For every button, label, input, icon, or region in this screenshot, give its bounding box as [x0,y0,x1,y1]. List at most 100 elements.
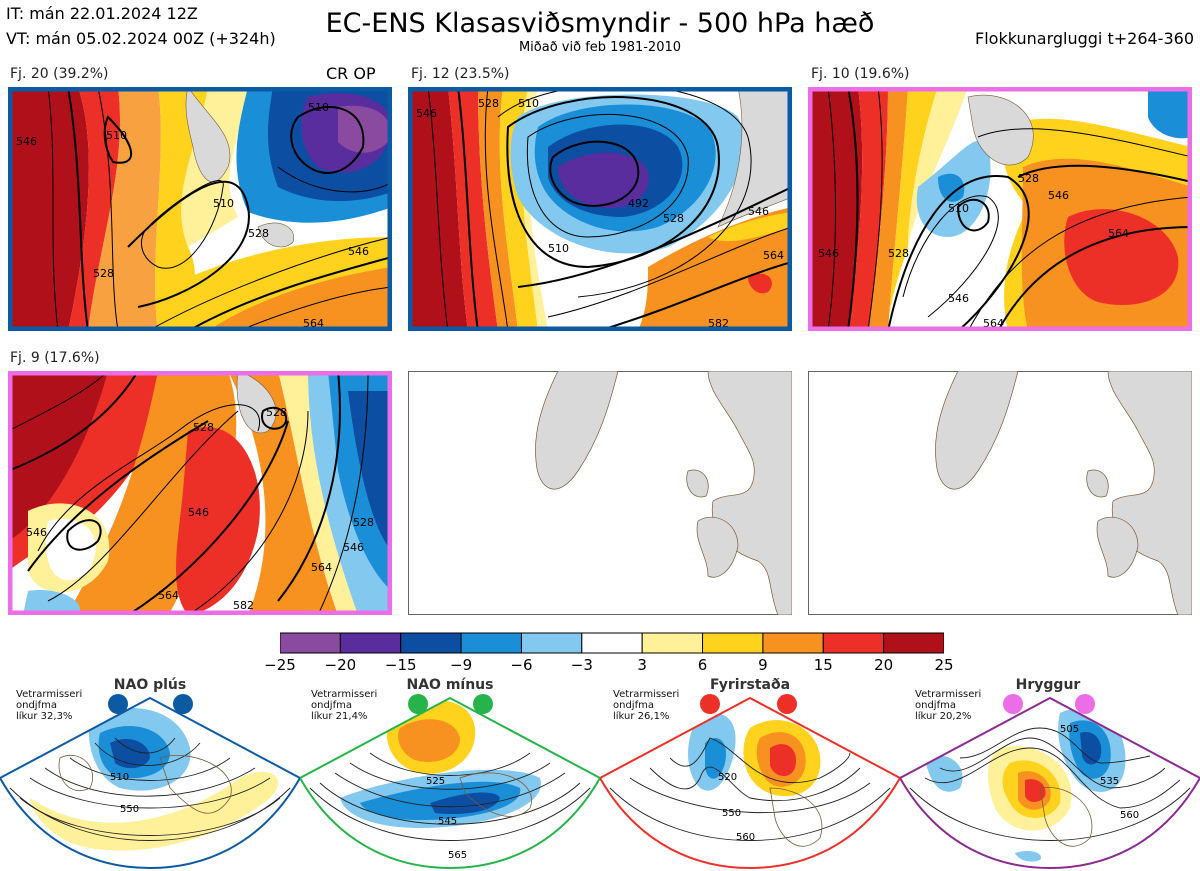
regime-marker [108,694,128,714]
contour-label: 528 [888,247,909,260]
contour-label: 550 [722,808,741,819]
colorbar-cell [581,632,643,654]
contour-label: 510 [106,129,127,142]
colorbar-tick-label: 3 [637,656,647,674]
regime-frame [8,371,392,615]
cluster-map-2: 546 528 492 510 528 546 564 582 510 [408,87,792,331]
regime-marker [1075,694,1095,714]
colorbar-tick-label: −9 [450,656,473,674]
colorbar-cell [460,632,522,654]
colorbar-tick-label: −20 [324,656,357,674]
contour-label: 510 [110,772,129,783]
colorbar-cell [280,632,341,654]
contour-label: 546 [818,247,839,260]
regime-note-ridge: Vetrarmisseri ondjfma líkur 20,2% [915,689,982,722]
contour-label: 564 [158,589,179,602]
contour-label: 546 [416,107,437,120]
contours [8,371,369,615]
colorbar-tick-label: 15 [813,656,833,674]
regime-marker [473,694,493,714]
colorbar-tick-label: 6 [697,656,708,674]
contour-label: 546 [343,541,364,554]
contour-label: 546 [26,526,47,539]
contour-label: 545 [438,816,457,827]
contour-label: 546 [1048,189,1069,202]
valid-time: VT: mán 05.02.2024 00Z (+324h) [6,29,276,48]
cluster-2-label: Fj. 12 (23.5%) [411,66,510,82]
regime-frame [808,87,1192,331]
regime-map-blocking: 520 550 560 [600,694,900,870]
contour-label: 528 [663,212,684,225]
cluster-4-label: Fj. 9 (17.6%) [10,350,100,366]
colorbar [280,632,944,654]
colorbar-cell [400,632,462,654]
cluster-3-label: Fj. 10 (19.6%) [811,66,910,82]
colorbar-cell [641,632,704,654]
regime-map-nao-plus: 510 550 [0,694,300,870]
contour-label: 520 [718,772,737,783]
contour-label: 565 [448,850,467,861]
contour-label: 546 [948,292,969,305]
contour-label: 505 [1060,724,1079,735]
contour-labels: 546 528 492 510 528 546 564 582 510 [416,97,784,330]
contours [427,87,792,331]
empty-map-1 [408,371,792,615]
contour-label: 560 [1120,810,1139,821]
contour-label: 582 [233,599,254,612]
contour-label: 525 [426,776,445,787]
contour-label: 510 [548,242,569,255]
contour-label: 535 [1100,776,1119,787]
regime-marker [700,694,720,714]
regime-frame [8,87,392,331]
colorbar-tick-label: −6 [510,656,533,674]
contour-label: 492 [628,197,649,210]
colorbar-cell [762,632,824,654]
regime-title-blocking: Fyrirstaða [709,677,791,693]
regime-note-nao-plus: Vetrarmisseri ondjfma líkur 32,3% [16,689,83,722]
contour-label: 528 [1018,172,1039,185]
contour-label: 528 [193,421,214,434]
contour-label: 546 [188,506,209,519]
empty-map-2 [808,371,1192,615]
colorbar-tick-label: 25 [934,656,954,674]
contour-label: 564 [763,249,784,262]
initial-time: IT: mán 22.01.2024 12Z [6,4,198,23]
contour-label: 528 [478,97,499,110]
contour-label: 564 [1108,227,1129,240]
contour-label: 528 [248,227,269,240]
cluster-1-tag: CR OP [326,64,376,83]
regime-title-nao-plus: NAO plús [113,677,187,693]
regime-marker [173,694,193,714]
contour-label: 528 [353,516,374,529]
colorbar-tick-label: −25 [264,656,296,674]
regime-note-nao-minus: Vetrarmisseri ondjfma líkur 21,4% [311,689,378,722]
colorbar-cell [702,632,764,654]
contour-label: 510 [948,202,969,215]
contour-label: 546 [748,205,769,218]
colorbar-cell [883,632,944,654]
clustering-window: Flokkunargluggi t+264-360 [975,29,1194,48]
contours [827,87,1192,331]
contour-label: 510 [213,197,234,210]
contour-label: 560 [736,832,755,843]
regime-marker [777,694,797,714]
cluster-1-label: Fj. 20 (39.2%) [10,66,109,82]
regime-marker [1003,694,1023,714]
contour-label: 550 [120,804,139,815]
contour-label: 546 [348,245,369,258]
chart-subtitle: Miðað við feb 1981-2010 [518,40,682,55]
regime-map-nao-minus: 525 545 565 [300,694,600,870]
colorbar-tick-label: −3 [570,656,593,674]
colorbar-cell [339,632,402,654]
cluster-map-4: 528 546 564 582 546 528 546 564 528 [8,371,392,615]
cluster-map-1: 510 528 546 564 510 528 546 510 [8,87,392,331]
colorbar-cell [822,632,885,654]
colorbar-tick-label: −15 [384,656,417,674]
contour-label: 546 [16,135,37,148]
regime-note-blocking: Vetrarmisseri ondjfma líkur 26,1% [613,689,680,722]
regime-title-nao-minus: NAO mínus [406,677,494,693]
contour-label: 528 [93,267,114,280]
colorbar-tick-label: 20 [874,656,894,674]
regime-frame [408,87,792,331]
regime-marker [408,694,428,714]
